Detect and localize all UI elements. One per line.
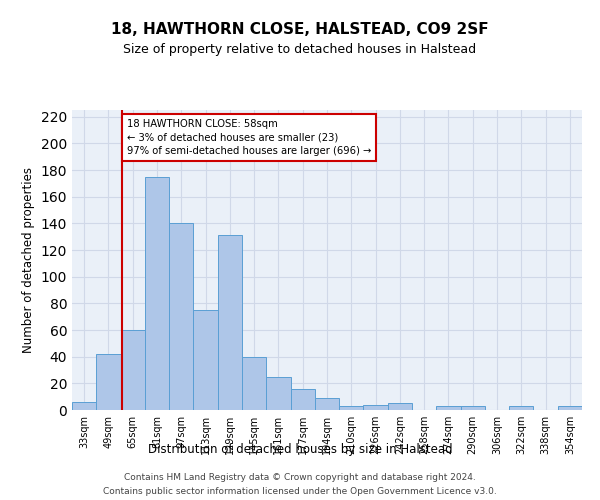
Bar xyxy=(558,406,582,410)
Text: Size of property relative to detached houses in Halstead: Size of property relative to detached ho… xyxy=(124,42,476,56)
Bar xyxy=(242,356,266,410)
Bar xyxy=(121,330,145,410)
Bar xyxy=(72,402,96,410)
Bar xyxy=(290,388,315,410)
Text: Contains public sector information licensed under the Open Government Licence v3: Contains public sector information licen… xyxy=(103,488,497,496)
Bar xyxy=(436,406,461,410)
Bar xyxy=(266,376,290,410)
Bar xyxy=(169,224,193,410)
Bar xyxy=(96,354,121,410)
Bar xyxy=(509,406,533,410)
Text: 18 HAWTHORN CLOSE: 58sqm
← 3% of detached houses are smaller (23)
97% of semi-de: 18 HAWTHORN CLOSE: 58sqm ← 3% of detache… xyxy=(127,120,371,156)
Bar xyxy=(461,406,485,410)
Bar xyxy=(388,404,412,410)
Y-axis label: Number of detached properties: Number of detached properties xyxy=(22,167,35,353)
Bar xyxy=(339,406,364,410)
Bar xyxy=(315,398,339,410)
Bar xyxy=(364,404,388,410)
Bar xyxy=(145,176,169,410)
Text: Distribution of detached houses by size in Halstead: Distribution of detached houses by size … xyxy=(148,442,452,456)
Bar xyxy=(193,310,218,410)
Text: 18, HAWTHORN CLOSE, HALSTEAD, CO9 2SF: 18, HAWTHORN CLOSE, HALSTEAD, CO9 2SF xyxy=(111,22,489,38)
Text: Contains HM Land Registry data © Crown copyright and database right 2024.: Contains HM Land Registry data © Crown c… xyxy=(124,472,476,482)
Bar xyxy=(218,236,242,410)
